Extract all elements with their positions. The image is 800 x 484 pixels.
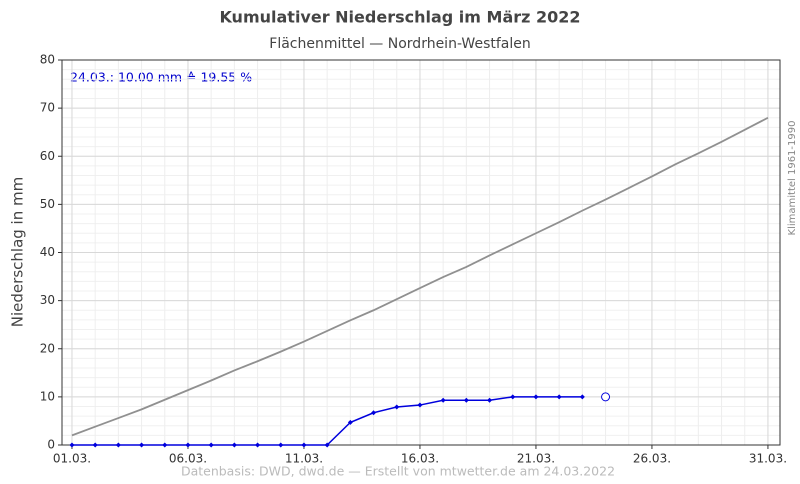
x-tick-label: 06.03.	[169, 452, 207, 466]
point	[278, 442, 284, 448]
point	[324, 442, 330, 448]
y-tick-label: 80	[40, 53, 55, 67]
chart-subtitle: Flächenmittel — Nordrhein-Westfalen	[269, 36, 530, 52]
y-axis-label: Niederschlag in mm	[9, 177, 27, 327]
point	[510, 394, 516, 400]
point	[92, 442, 98, 448]
point	[115, 442, 121, 448]
point	[185, 442, 191, 448]
series-line	[71, 116, 769, 437]
point	[208, 442, 214, 448]
point	[371, 410, 377, 416]
current-point	[601, 392, 611, 402]
point	[579, 394, 585, 400]
annotation: 24.03.: 10.00 mm ≙ 19.55 %	[70, 70, 252, 85]
y-tick-label: 40	[40, 245, 55, 259]
point	[255, 442, 261, 448]
x-tick-label: 01.03.	[53, 452, 91, 466]
point	[139, 442, 145, 448]
y-tick-label: 60	[40, 149, 55, 163]
point	[463, 397, 469, 403]
point	[162, 442, 168, 448]
x-tick-label: 21.03.	[517, 452, 555, 466]
y-tick-label: 10	[40, 389, 55, 403]
x-tick-label: 26.03.	[633, 452, 671, 466]
plot-frame	[61, 59, 781, 446]
x-tick-label: 16.03.	[401, 452, 439, 466]
point	[394, 404, 400, 410]
point	[301, 442, 307, 448]
x-tick-label: 11.03.	[285, 452, 323, 466]
chart-title: Kumulativer Niederschlag im März 2022	[219, 8, 580, 27]
legend-entry: Klimamittel 1961-1990	[787, 121, 798, 236]
point	[440, 397, 446, 403]
point	[487, 397, 493, 403]
point	[533, 394, 539, 400]
x-tick-label: 31.03.	[749, 452, 787, 466]
point	[69, 442, 75, 448]
point	[347, 419, 353, 425]
y-tick-label: 50	[40, 197, 55, 211]
y-tick-label: 0	[47, 438, 55, 452]
y-tick-label: 70	[40, 101, 55, 115]
point	[231, 442, 237, 448]
y-tick-label: 20	[40, 341, 55, 355]
y-tick-label: 30	[40, 293, 55, 307]
point	[556, 394, 562, 400]
point	[417, 402, 423, 408]
footer: Datenbasis: DWD, dwd.de — Erstellt von m…	[181, 464, 615, 479]
